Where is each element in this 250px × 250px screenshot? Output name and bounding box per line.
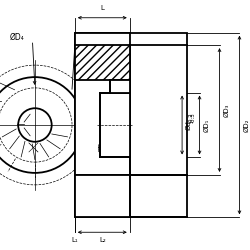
Text: L₂: L₂ [99, 237, 106, 243]
Bar [110, 80, 130, 92]
Text: L₁: L₁ [72, 237, 78, 243]
Text: ØD₄: ØD₄ [10, 33, 25, 42]
Bar [75, 45, 130, 80]
Text: ØD₂: ØD₂ [243, 118, 249, 132]
Text: Ød: Ød [186, 120, 192, 130]
Text: ØD₁: ØD₁ [98, 138, 104, 152]
Text: -0.2: -0.2 [188, 112, 193, 123]
Bar [100, 92, 130, 158]
Text: ØD₁: ØD₁ [203, 118, 209, 132]
Text: -0.3: -0.3 [190, 112, 196, 123]
Bar [75, 175, 130, 217]
Text: ØD₃: ØD₃ [223, 103, 229, 117]
Text: h9: h9 [122, 121, 128, 126]
Bar [75, 33, 187, 217]
Text: L: L [100, 5, 104, 11]
Bar [75, 33, 130, 175]
